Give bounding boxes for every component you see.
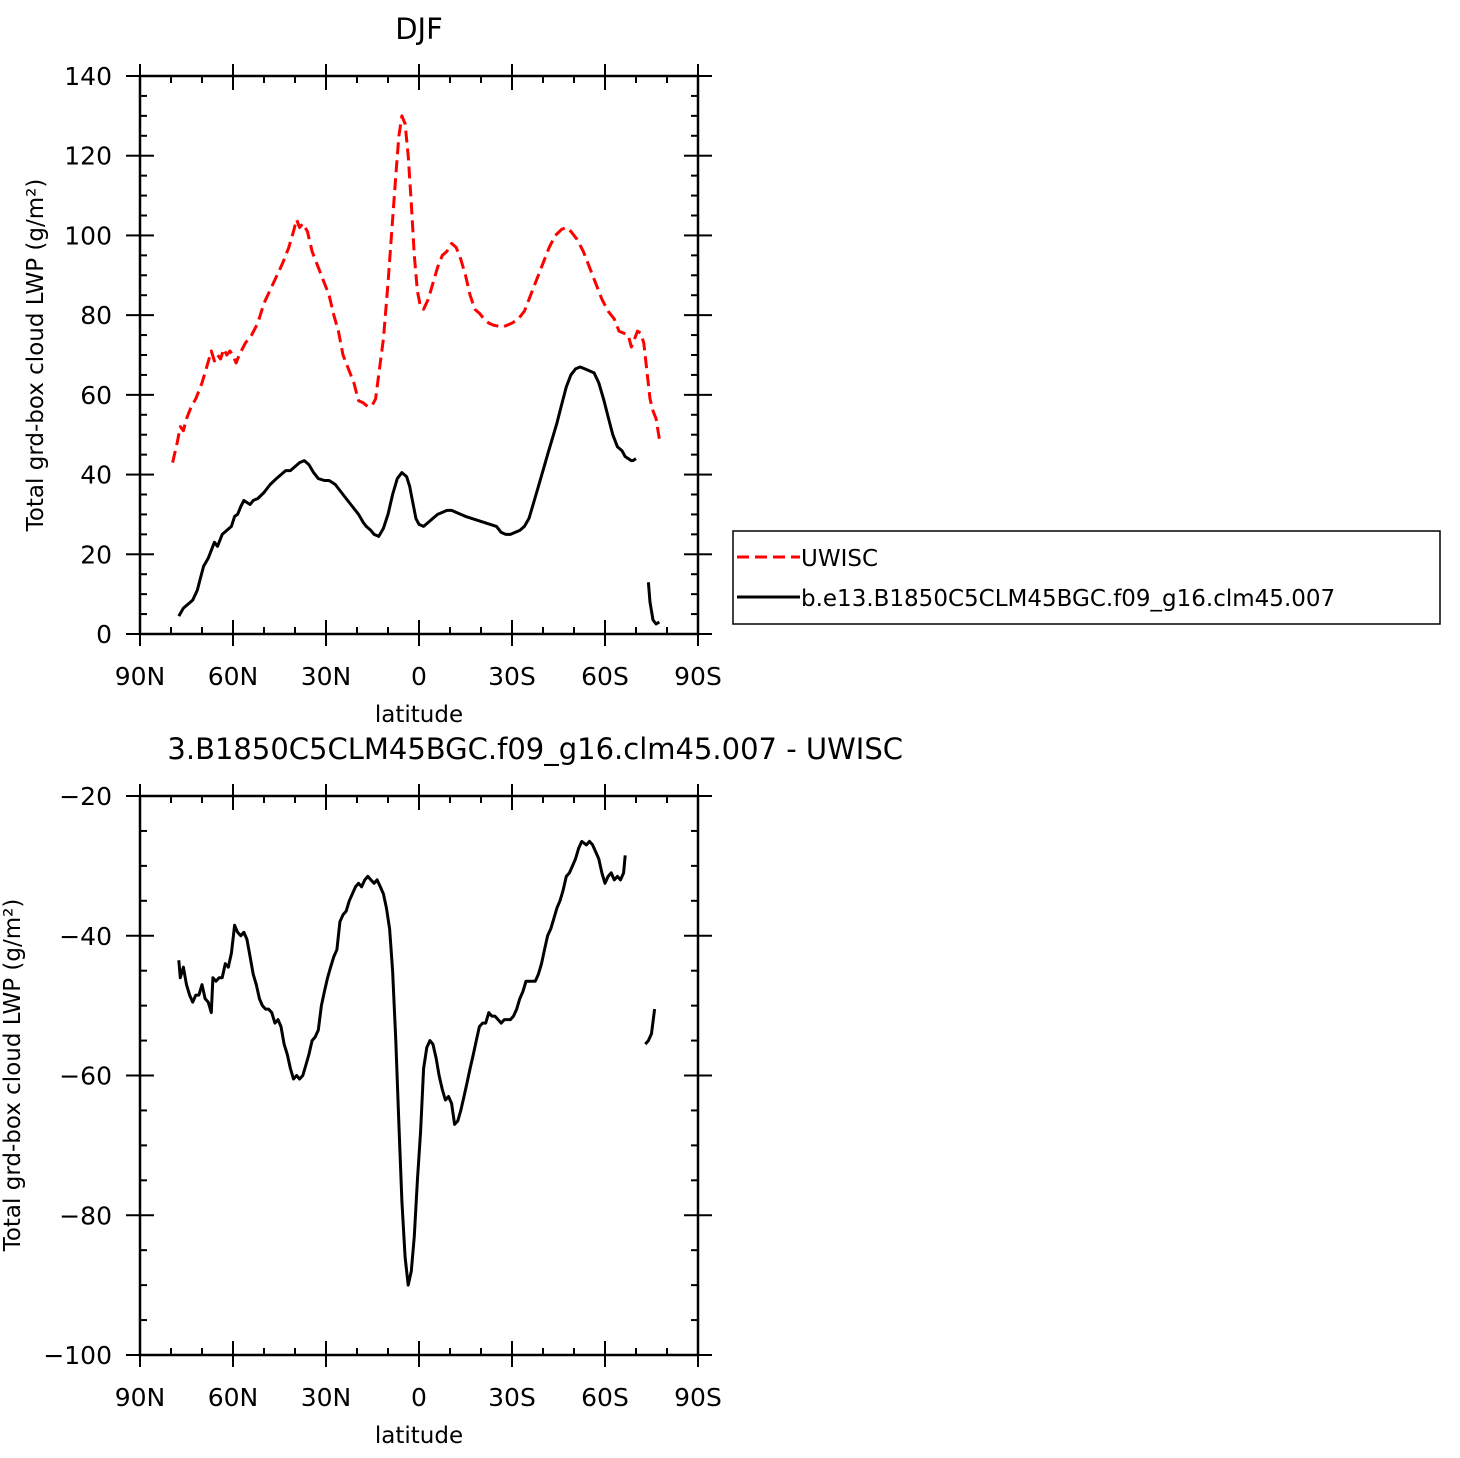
top-panel: DJF 0 20 40 60 80 100 120 140 90N 60N 30N 0 30S 60S 90… (23, 12, 722, 728)
top-x-tick-label: 90S (674, 662, 722, 691)
legend: UWISC b.e13.B1850C5CLM45BGC.f09_g16.clm4… (732, 530, 1441, 625)
top-series-line-1 (177, 365, 661, 626)
top-y-tick-label: 100 (64, 221, 112, 250)
bottom-y-tick-label: −100 (43, 1341, 112, 1370)
top-x-tick-label: 90N (115, 662, 166, 691)
bottom-y-tick-label: −20 (59, 782, 112, 811)
bottom-y-axis-label: Total grd-box cloud LWP (g/m²) (0, 899, 26, 1253)
top-plot-frame (138, 74, 700, 636)
top-x-tick-label: 30S (488, 662, 536, 691)
top-y-tick-label: 0 (96, 620, 112, 649)
top-plot-area: 0 20 40 60 80 100 120 140 90N 60N 30N 0 30S 60S 90S (64, 62, 722, 691)
top-chart-title: DJF (395, 12, 443, 46)
bottom-y-tick-label: −60 (59, 1062, 112, 1091)
top-x-tick-label: 0 (411, 662, 427, 691)
top-y-axis-label: Total grd-box cloud LWP (g/m²) (23, 179, 49, 533)
top-series-line-0 (171, 114, 661, 463)
bottom-chart-title: 3.B1850C5CLM45BGC.f09_g16.clm45.007 - UW… (167, 732, 903, 766)
bottom-x-tick-label: 60N (208, 1383, 259, 1412)
bottom-x-tick-label: 30N (301, 1383, 352, 1412)
top-y-tick-label: 40 (80, 461, 112, 490)
bottom-x-tick-label: 30S (488, 1383, 536, 1412)
top-x-tick-label: 30N (301, 662, 352, 691)
bottom-x-tick-label: 90S (674, 1383, 722, 1412)
top-y-tick-label: 120 (64, 142, 112, 171)
top-x-axis-label: latitude (375, 702, 463, 728)
bottom-x-axis-label: latitude (375, 1423, 463, 1449)
bottom-x-tick-label: 90N (115, 1383, 166, 1412)
bottom-y-tick-label: −80 (59, 1201, 112, 1230)
top-y-tick-label: 140 (64, 62, 112, 91)
top-y-tick-label: 60 (80, 381, 112, 410)
top-y-tick-label: 80 (80, 301, 112, 330)
bottom-y-tick-label: −40 (59, 922, 112, 951)
top-x-tick-label: 60S (581, 662, 629, 691)
bottom-x-tick-label: 0 (411, 1383, 427, 1412)
top-y-tick-label: 20 (80, 540, 112, 569)
bottom-panel: 3.B1850C5CLM45BGC.f09_g16.clm45.007 - UW… (0, 732, 903, 1449)
bottom-x-tick-label: 60S (581, 1383, 629, 1412)
legend-box (732, 530, 1441, 625)
legend-label-model: b.e13.B1850C5CLM45BGC.f09_g16.clm45.007 (801, 586, 1335, 612)
legend-label-uwisc: UWISC (801, 546, 878, 572)
bottom-plot-area: −100 −80 −60 −40 −20 90N 60N 30N 0 30S 60S 90S (43, 782, 722, 1412)
bottom-series-line-0 (177, 839, 657, 1287)
top-x-tick-label: 60N (208, 662, 259, 691)
